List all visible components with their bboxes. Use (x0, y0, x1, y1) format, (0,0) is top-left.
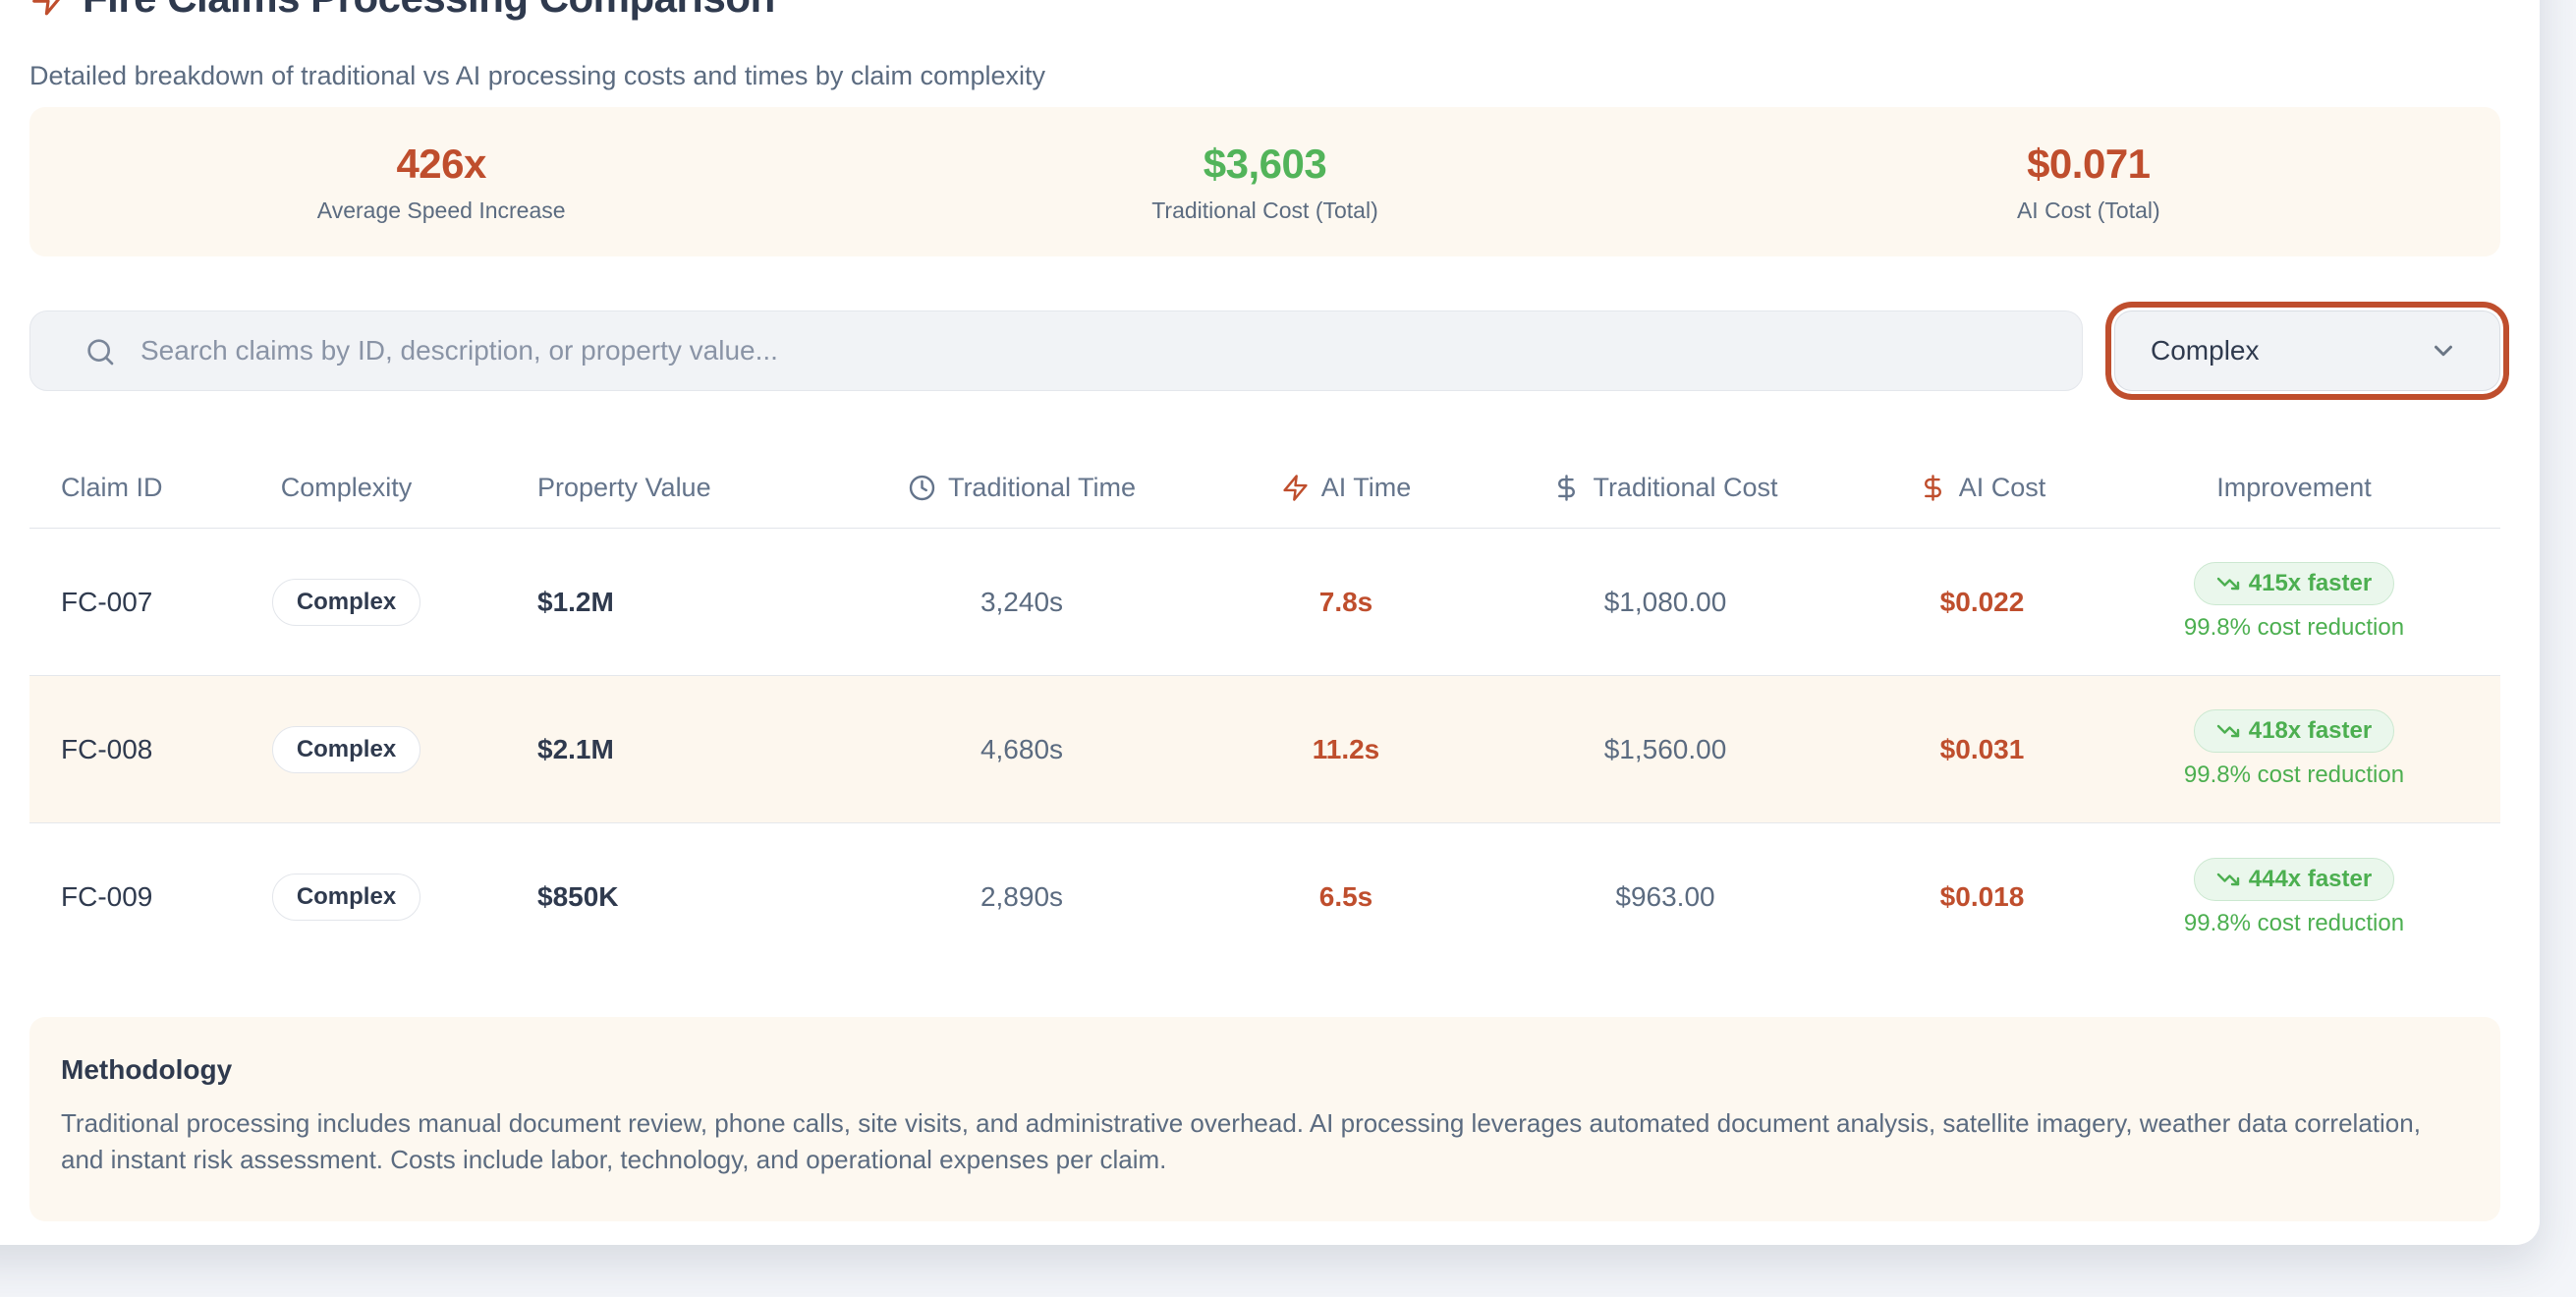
speed-badge-label: 444x faster (2248, 865, 2373, 892)
clock-icon (909, 475, 935, 501)
claims-table: Claim ID Complexity Property Value Tradi… (29, 448, 2500, 971)
traditional-cost-cell: $1,080.00 (1603, 586, 1727, 617)
main-card: Fire Claims Processing Comparison Detail… (0, 0, 2540, 1245)
claim-id-cell: FC-007 (61, 586, 153, 617)
search-input[interactable] (29, 310, 2083, 391)
zap-icon (1283, 475, 1308, 501)
property-value-cell: $1.2M (537, 586, 614, 617)
cost-reduction-label: 99.8% cost reduction (2183, 761, 2405, 788)
claim-id-cell: FC-008 (61, 733, 153, 764)
stat-ai-cost: $0.071 AI Cost (Total) (1677, 141, 2500, 224)
ai-cost-cell: $0.031 (1939, 733, 2025, 764)
traditional-cost-cell: $963.00 (1615, 881, 1715, 912)
table-body: FC-007 Complex $1.2M 3,240s 7.8s $1,080.… (29, 529, 2500, 971)
cost-reduction-label: 99.8% cost reduction (2183, 614, 2405, 641)
stat-label: Average Speed Increase (316, 197, 566, 223)
column-label: AI Cost (1958, 473, 2046, 502)
complexity-cell: Complex (246, 874, 447, 921)
ai-time-cell: 6.5s (1318, 881, 1373, 912)
column-label: Property Value (537, 473, 711, 502)
complexity-cell: Complex (246, 725, 447, 773)
cost-reduction-label: 99.8% cost reduction (2183, 909, 2405, 936)
ai-time-cell: 7.8s (1318, 586, 1373, 617)
traditional-cost-cell: $1,560.00 (1603, 733, 1727, 764)
column-header-traditional-cost: Traditional Cost (1454, 473, 1876, 503)
page-title: Fire Claims Processing Comparison (83, 0, 775, 22)
stat-traditional-cost: $3,603 Traditional Cost (Total) (853, 141, 1676, 224)
traditional-time-cell: 3,240s (980, 586, 1064, 617)
improvement-cell: 444x faster 99.8% cost reduction (2088, 857, 2500, 937)
stat-speed-increase: 426x Average Speed Increase (29, 141, 853, 224)
table-header-row: Claim ID Complexity Property Value Tradi… (29, 448, 2500, 529)
page-header: Fire Claims Processing Comparison (29, 0, 2500, 22)
claim-id-cell: FC-009 (61, 881, 153, 912)
summary-stats-bar: 426x Average Speed Increase $3,603 Tradi… (29, 107, 2500, 256)
dollar-icon (1924, 475, 1941, 501)
column-label: Traditional Time (947, 473, 1137, 502)
improvement-cell: 415x faster 99.8% cost reduction (2088, 562, 2500, 642)
methodology-body: Traditional processing includes manual d… (61, 1108, 2421, 1174)
property-value-cell: $2.1M (537, 733, 614, 764)
traditional-time-cell: 2,890s (980, 881, 1064, 912)
stat-label: AI Cost (Total) (2016, 197, 2160, 223)
methodology-title: Methodology (61, 1054, 233, 1085)
stat-value: $0.071 (2027, 140, 2151, 187)
trending-down-icon (2216, 724, 2239, 738)
speed-badge-label: 418x faster (2248, 717, 2373, 744)
trending-down-icon (2216, 577, 2239, 591)
property-value-cell: $850K (537, 881, 619, 912)
complexity-cell: Complex (246, 578, 447, 626)
page-subtitle: Detailed breakdown of traditional vs AI … (29, 61, 1045, 90)
improvement-cell: 418x faster 99.8% cost reduction (2088, 709, 2500, 789)
column-header-ai-cost: AI Cost (1876, 473, 2088, 503)
table-row[interactable]: FC-009 Complex $850K 2,890s 6.5s $963.00… (29, 823, 2500, 971)
search-icon (87, 339, 114, 366)
table-row[interactable]: FC-007 Complex $1.2M 3,240s 7.8s $1,080.… (29, 529, 2500, 676)
dollar-icon (1558, 475, 1576, 501)
traditional-time-cell: 4,680s (980, 733, 1064, 764)
ai-cost-cell: $0.022 (1939, 586, 2025, 617)
column-header-property-value: Property Value (447, 473, 806, 503)
speed-badge-label: 415x faster (2248, 570, 2373, 596)
column-label: Claim ID (61, 473, 163, 502)
column-header-ai-time: AI Time (1238, 473, 1454, 503)
complexity-badge: Complex (271, 578, 421, 626)
table-row[interactable]: FC-008 Complex $2.1M 4,680s 11.2s $1,560… (29, 676, 2500, 823)
column-header-complexity: Complexity (246, 473, 447, 503)
column-header-claim-id: Claim ID (29, 473, 246, 503)
stat-value: 426x (396, 140, 486, 187)
controls-row: Complex (29, 310, 2500, 391)
speed-badge: 415x faster (2193, 562, 2395, 605)
column-label: Improvement (2216, 473, 2372, 502)
card-content: Fire Claims Processing Comparison Detail… (29, 0, 2500, 1221)
stat-label: Traditional Cost (Total) (1151, 197, 1378, 223)
ai-cost-cell: $0.018 (1939, 881, 2025, 912)
column-label: AI Time (1320, 473, 1412, 502)
column-label: Complexity (280, 473, 413, 502)
column-header-improvement: Improvement (2088, 473, 2500, 503)
ai-time-cell: 11.2s (1312, 733, 1380, 764)
speed-badge: 444x faster (2193, 857, 2395, 901)
column-label: Traditional Cost (1593, 473, 1778, 502)
search-box (29, 310, 2083, 391)
speed-badge: 418x faster (2193, 709, 2395, 753)
complexity-badge: Complex (271, 725, 421, 773)
chevron-down-icon (2435, 345, 2452, 357)
trending-down-icon (2216, 873, 2239, 885)
stat-value: $3,603 (1203, 140, 1327, 187)
complexity-badge: Complex (271, 874, 421, 921)
filter-selected-value: Complex (2151, 335, 2260, 366)
column-header-traditional-time: Traditional Time (806, 473, 1238, 503)
complexity-filter-select[interactable]: Complex (2114, 310, 2500, 391)
methodology-panel: Methodology Traditional processing inclu… (29, 1017, 2500, 1221)
zap-icon (32, 0, 61, 16)
